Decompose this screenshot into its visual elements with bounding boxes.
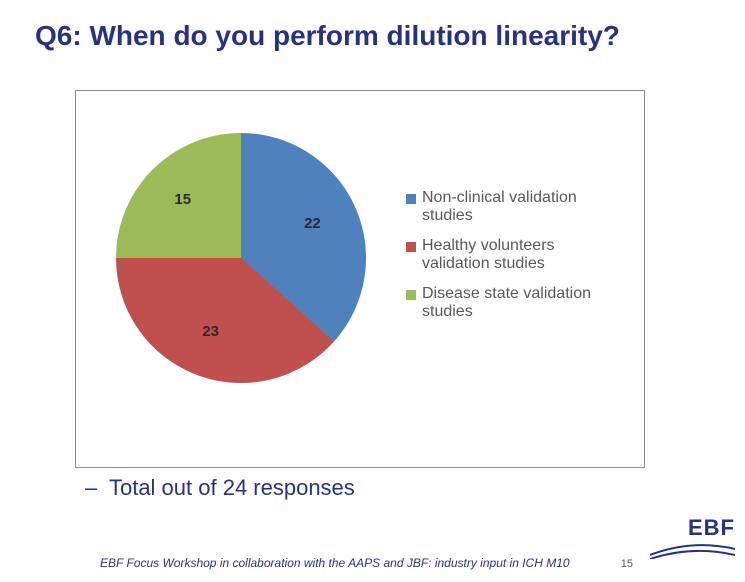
legend-item-1: Healthy volunteers validation studies [406, 237, 626, 273]
pie-slice-label-2: 15 [174, 191, 191, 208]
pie-graphic [116, 133, 366, 383]
pie-slice-label-0: 22 [304, 215, 321, 232]
ebf-logo-swoosh [650, 541, 735, 559]
total-text: Total out of 24 responses [109, 475, 355, 500]
ebf-logo: EBF [650, 515, 735, 564]
chart-container: 22 23 15 Non-clinical validation studies… [75, 90, 645, 468]
pie-chart: 22 23 15 [116, 133, 366, 383]
legend-label-1: Healthy volunteers validation studies [422, 237, 626, 273]
legend-item-2: Disease state validation studies [406, 285, 626, 321]
legend-item-0: Non-clinical validation studies [406, 189, 626, 225]
legend-swatch-0 [406, 194, 416, 204]
total-responses: – Total out of 24 responses [85, 475, 355, 501]
footer-text: EBF Focus Workshop in collaboration with… [100, 556, 570, 570]
legend-swatch-2 [406, 290, 416, 300]
page-number: 15 [621, 558, 633, 570]
legend-label-0: Non-clinical validation studies [422, 189, 626, 225]
chart-legend: Non-clinical validation studies Healthy … [406, 189, 626, 333]
pie-slice-label-1: 23 [202, 323, 219, 340]
bullet-dash: – [85, 475, 97, 500]
ebf-logo-text: EBF [650, 515, 735, 541]
legend-swatch-1 [406, 242, 416, 252]
slide-title: Q6: When do you perform dilution lineari… [35, 20, 620, 52]
legend-label-2: Disease state validation studies [422, 285, 626, 321]
